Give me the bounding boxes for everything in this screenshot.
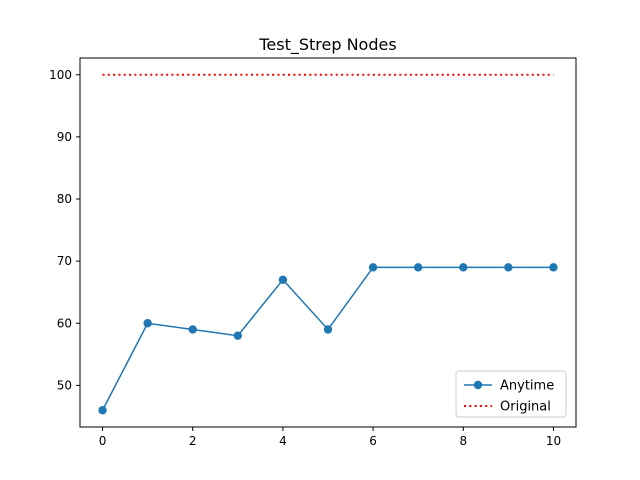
x-tick-label: 8 bbox=[459, 434, 467, 448]
plot-area bbox=[98, 73, 558, 415]
y-tick-label: 80 bbox=[57, 192, 72, 206]
x-tick-label: 4 bbox=[279, 434, 287, 448]
data-point bbox=[188, 325, 197, 334]
x-tick-label: 6 bbox=[369, 434, 377, 448]
data-point bbox=[143, 319, 152, 328]
axes-frame bbox=[79, 57, 577, 428]
x-axis: 0 2 4 6 8 10 bbox=[99, 427, 561, 448]
y-tick-label: 70 bbox=[57, 254, 72, 268]
x-tick-label: 2 bbox=[189, 434, 197, 448]
legend: Anytime Original bbox=[455, 370, 567, 418]
y-tick-label: 60 bbox=[57, 316, 72, 330]
data-point bbox=[413, 263, 423, 272]
x-tick-label: 0 bbox=[99, 434, 107, 448]
y-tick-label: 100 bbox=[49, 68, 72, 82]
chart-title: Test_Strep Nodes bbox=[258, 35, 396, 55]
data-point bbox=[98, 406, 107, 415]
data-point bbox=[459, 263, 468, 272]
data-point bbox=[278, 275, 288, 284]
data-point bbox=[549, 263, 558, 272]
data-point bbox=[323, 325, 333, 334]
y-tick-label: 50 bbox=[57, 378, 72, 392]
data-point bbox=[368, 263, 378, 272]
y-axis: 50 60 70 80 90 100 bbox=[49, 68, 80, 392]
data-point bbox=[233, 331, 243, 340]
legend-label: Original bbox=[500, 400, 551, 415]
data-point bbox=[504, 263, 513, 272]
x-tick-label: 10 bbox=[546, 434, 561, 448]
legend-label: Anytime bbox=[500, 379, 554, 394]
legend-box bbox=[455, 370, 567, 418]
y-tick-label: 90 bbox=[57, 130, 72, 144]
legend-marker bbox=[473, 380, 483, 390]
